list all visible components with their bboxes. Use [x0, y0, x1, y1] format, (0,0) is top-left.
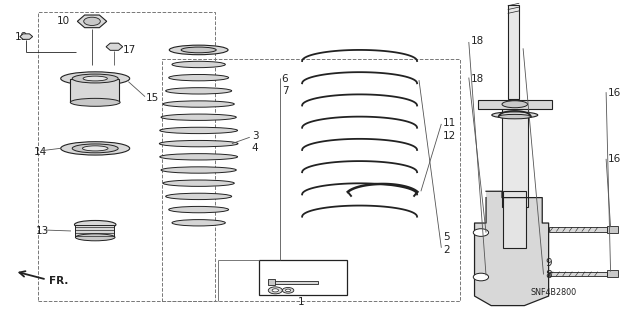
Bar — [75, 225, 115, 237]
Ellipse shape — [170, 45, 228, 55]
Ellipse shape — [70, 98, 120, 106]
Circle shape — [473, 273, 488, 281]
Ellipse shape — [161, 167, 236, 173]
Ellipse shape — [74, 220, 116, 229]
Bar — [607, 226, 618, 233]
Ellipse shape — [76, 234, 115, 241]
Ellipse shape — [72, 74, 118, 83]
Ellipse shape — [159, 140, 238, 147]
Ellipse shape — [502, 101, 527, 108]
Text: 6: 6 — [282, 73, 288, 84]
Ellipse shape — [172, 61, 225, 68]
Polygon shape — [474, 191, 548, 306]
Ellipse shape — [172, 219, 225, 226]
Text: 10: 10 — [57, 16, 70, 26]
Ellipse shape — [169, 206, 228, 213]
Bar — [503, 191, 526, 249]
Ellipse shape — [61, 142, 130, 155]
Text: 18: 18 — [470, 36, 484, 46]
Ellipse shape — [169, 74, 228, 81]
Text: 8: 8 — [545, 271, 552, 280]
Text: 12: 12 — [444, 131, 456, 141]
Ellipse shape — [163, 101, 234, 107]
Bar — [270, 280, 318, 284]
Ellipse shape — [492, 112, 538, 118]
Text: 16: 16 — [607, 88, 621, 98]
Circle shape — [285, 289, 291, 292]
Text: 3: 3 — [252, 131, 259, 141]
Circle shape — [282, 287, 294, 293]
Circle shape — [272, 289, 278, 292]
Text: 9: 9 — [545, 258, 552, 268]
Ellipse shape — [160, 127, 237, 134]
Text: 18: 18 — [470, 73, 484, 84]
Ellipse shape — [166, 88, 232, 94]
Ellipse shape — [83, 146, 108, 151]
Text: 19: 19 — [15, 32, 28, 42]
Ellipse shape — [163, 180, 234, 186]
Ellipse shape — [160, 154, 237, 160]
Ellipse shape — [498, 115, 531, 119]
Text: 4: 4 — [252, 143, 259, 153]
Text: 14: 14 — [34, 146, 47, 157]
Text: 2: 2 — [444, 245, 450, 255]
Text: 16: 16 — [607, 154, 621, 165]
Text: FR.: FR. — [49, 276, 68, 286]
Text: 1: 1 — [298, 297, 304, 307]
Circle shape — [84, 17, 100, 26]
Text: SNF4B2800: SNF4B2800 — [531, 288, 577, 297]
Bar — [502, 107, 527, 207]
Text: 5: 5 — [444, 232, 450, 242]
Bar — [478, 100, 552, 109]
Bar — [259, 260, 348, 295]
Text: 17: 17 — [124, 45, 136, 55]
Bar — [508, 5, 519, 99]
Bar — [70, 78, 120, 102]
Text: 11: 11 — [444, 118, 456, 128]
Bar — [268, 279, 275, 285]
Ellipse shape — [181, 47, 216, 53]
Bar — [548, 227, 607, 232]
Text: 13: 13 — [36, 226, 49, 236]
Bar — [38, 12, 215, 301]
Ellipse shape — [72, 144, 118, 153]
Text: 7: 7 — [282, 86, 288, 96]
Ellipse shape — [166, 193, 232, 200]
Bar — [162, 59, 461, 301]
Text: 15: 15 — [147, 93, 159, 103]
Circle shape — [473, 229, 488, 236]
Ellipse shape — [61, 72, 130, 85]
Ellipse shape — [83, 76, 108, 81]
Circle shape — [268, 287, 282, 294]
Bar — [548, 271, 607, 276]
Ellipse shape — [161, 114, 236, 120]
Bar — [607, 270, 618, 277]
